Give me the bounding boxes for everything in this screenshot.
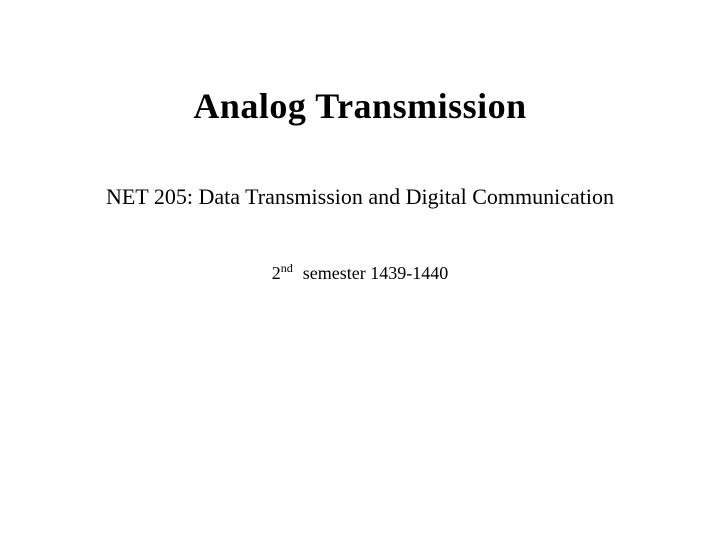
semester-label: semester 1439-1440 [303, 263, 448, 283]
semester-line: 2nd semester 1439-1440 [0, 261, 720, 284]
semester-ordinal-suffix: nd [281, 261, 293, 275]
slide-container: Analog Transmission NET 205: Data Transm… [0, 0, 720, 540]
slide-subtitle: NET 205: Data Transmission and Digital C… [0, 184, 720, 210]
slide-title: Analog Transmission [0, 85, 720, 127]
semester-ordinal: 2 [272, 263, 281, 283]
